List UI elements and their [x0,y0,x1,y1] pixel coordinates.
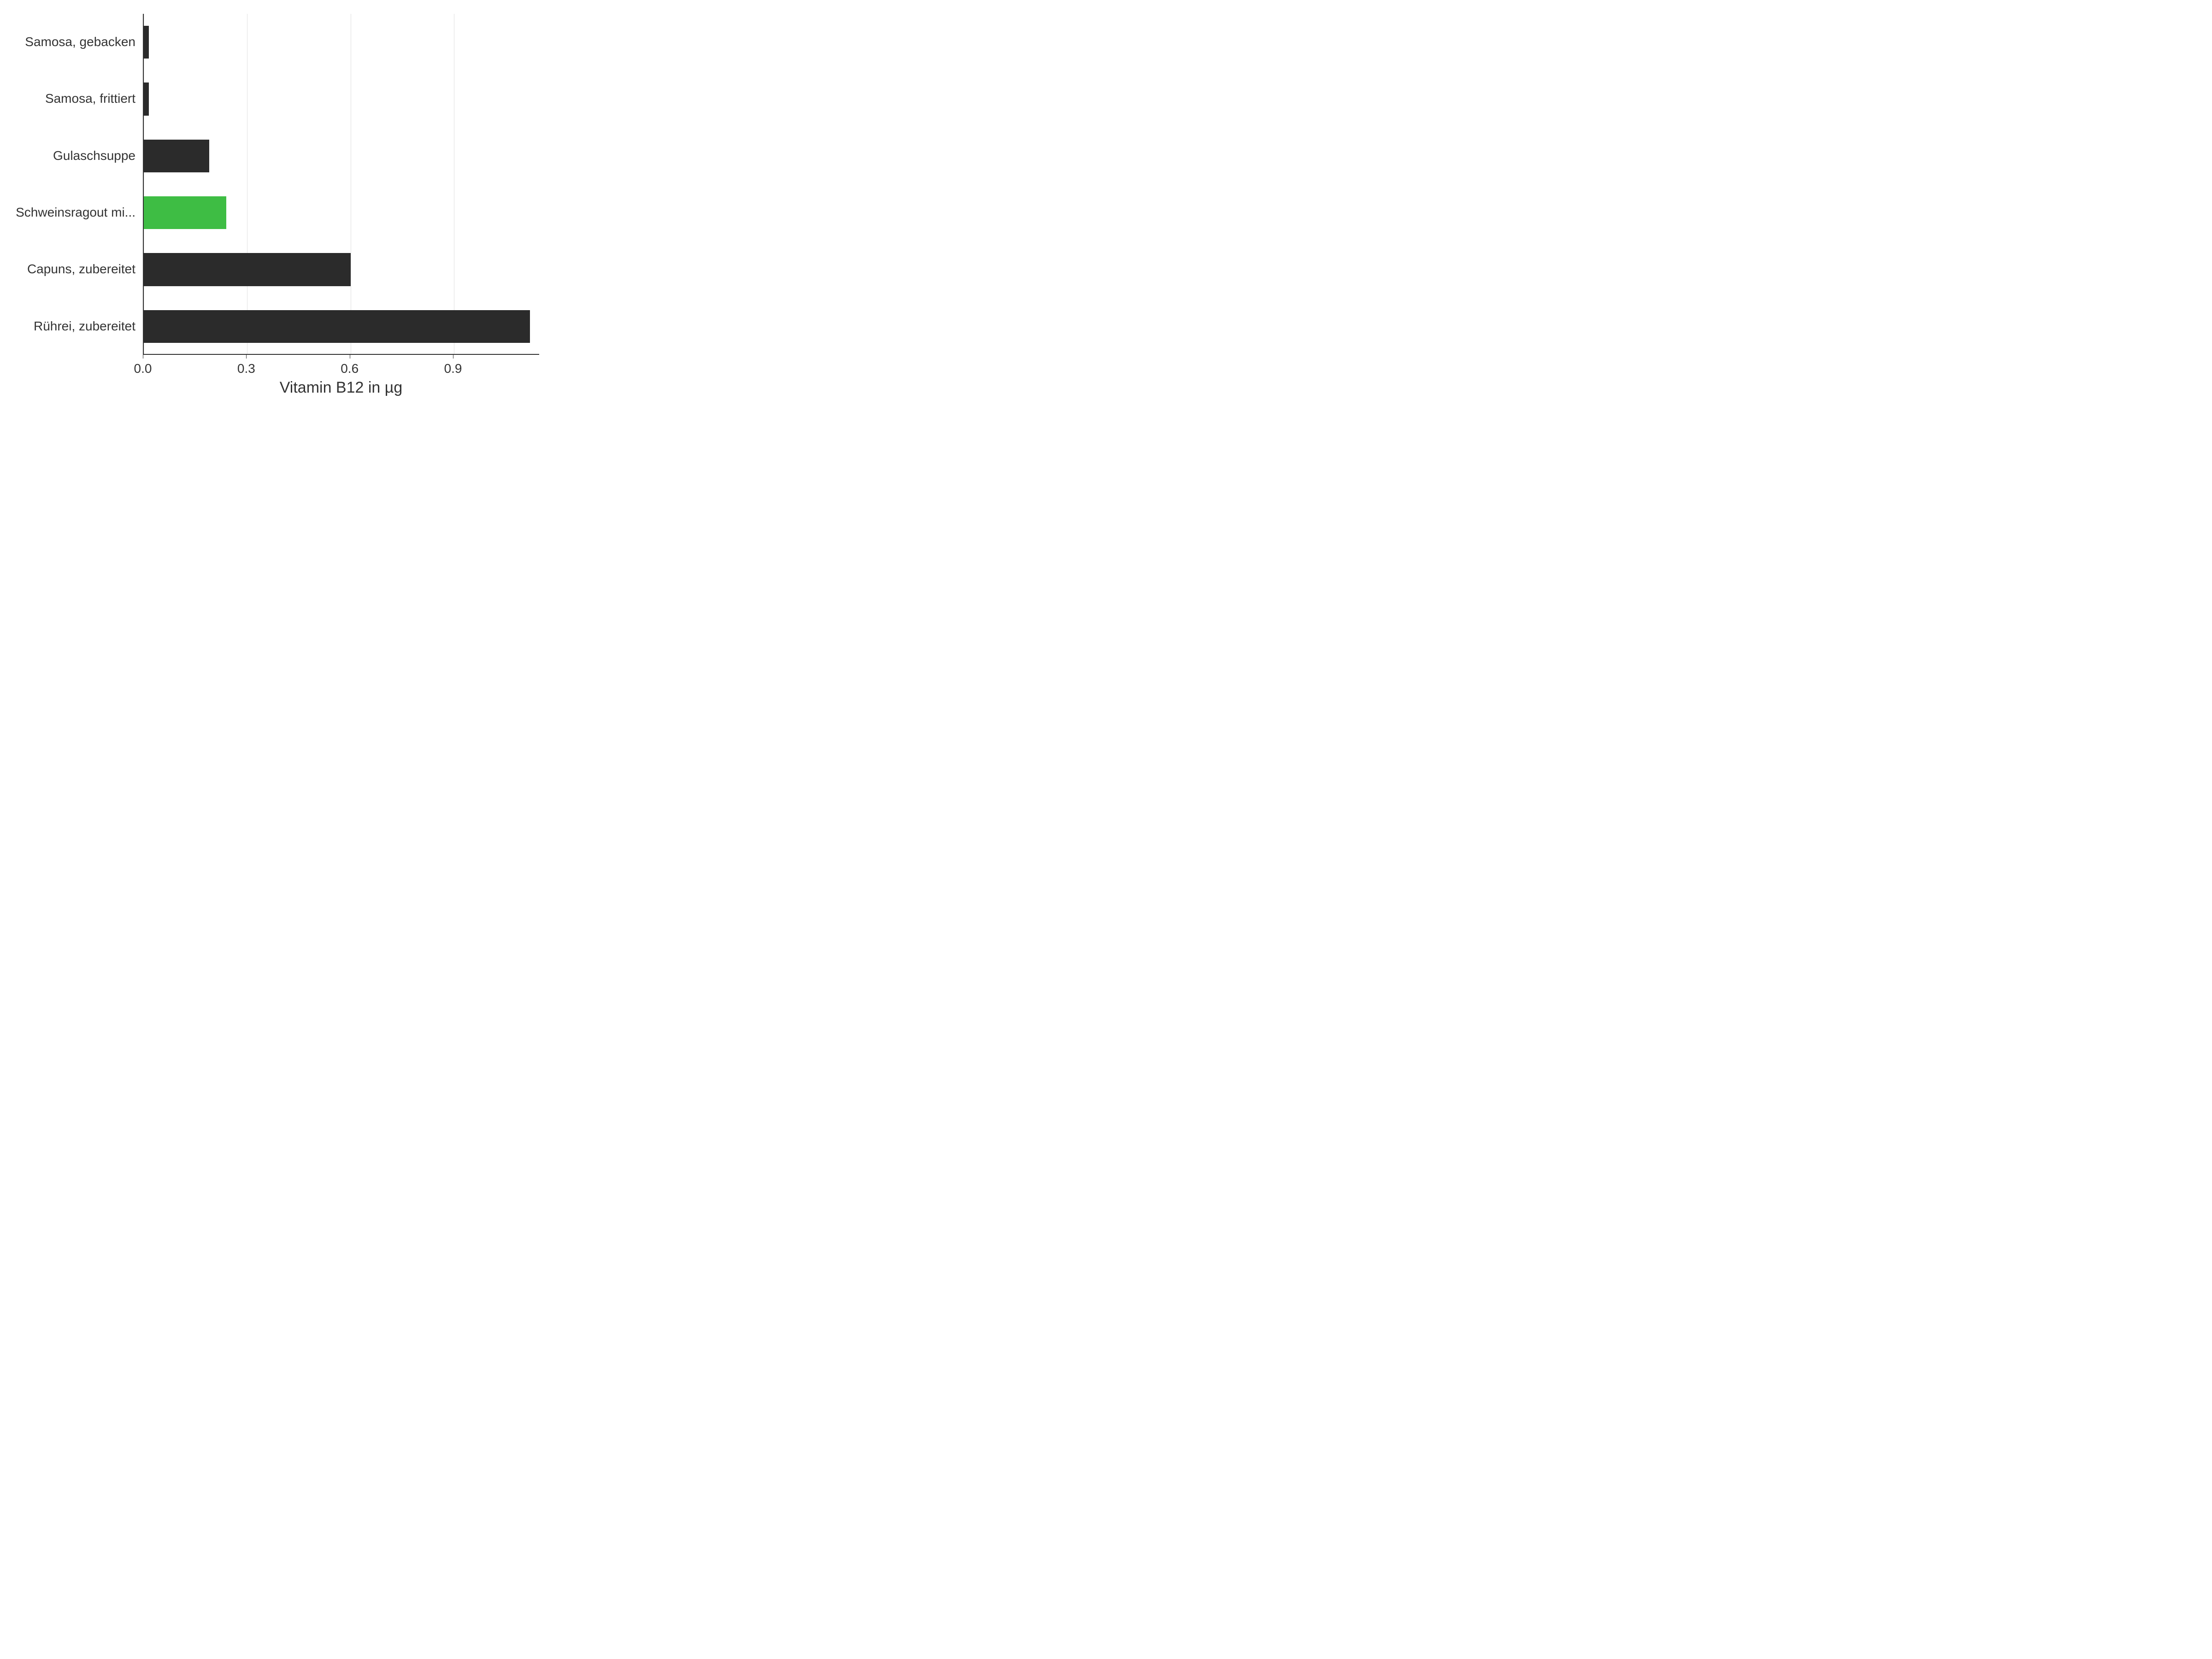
y-category-label: Schweinsragout mi... [16,205,135,220]
y-category-label: Rührei, zubereitet [34,319,135,334]
x-tick-label: 0.9 [444,361,462,376]
y-category-label: Samosa, gebacken [25,35,135,49]
x-axis-title: Vitamin B12 in µg [280,379,403,397]
bar [144,310,530,343]
bar [144,196,226,229]
bar-chart: Samosa, gebacken Samosa, frittiert Gulasch… [0,0,553,415]
y-category-label: Capuns, zubereitet [27,262,135,276]
x-tick-label: 0.0 [134,361,152,376]
x-tick-label: 0.6 [341,361,359,376]
x-tick-label: 0.3 [237,361,255,376]
bar [144,253,351,286]
plot-area [143,14,539,355]
bar [144,140,209,173]
bar [144,82,149,116]
x-tick [246,355,247,359]
bar [144,26,149,59]
y-category-label: Gulaschsuppe [53,148,135,163]
y-category-label: Samosa, frittiert [45,91,135,106]
